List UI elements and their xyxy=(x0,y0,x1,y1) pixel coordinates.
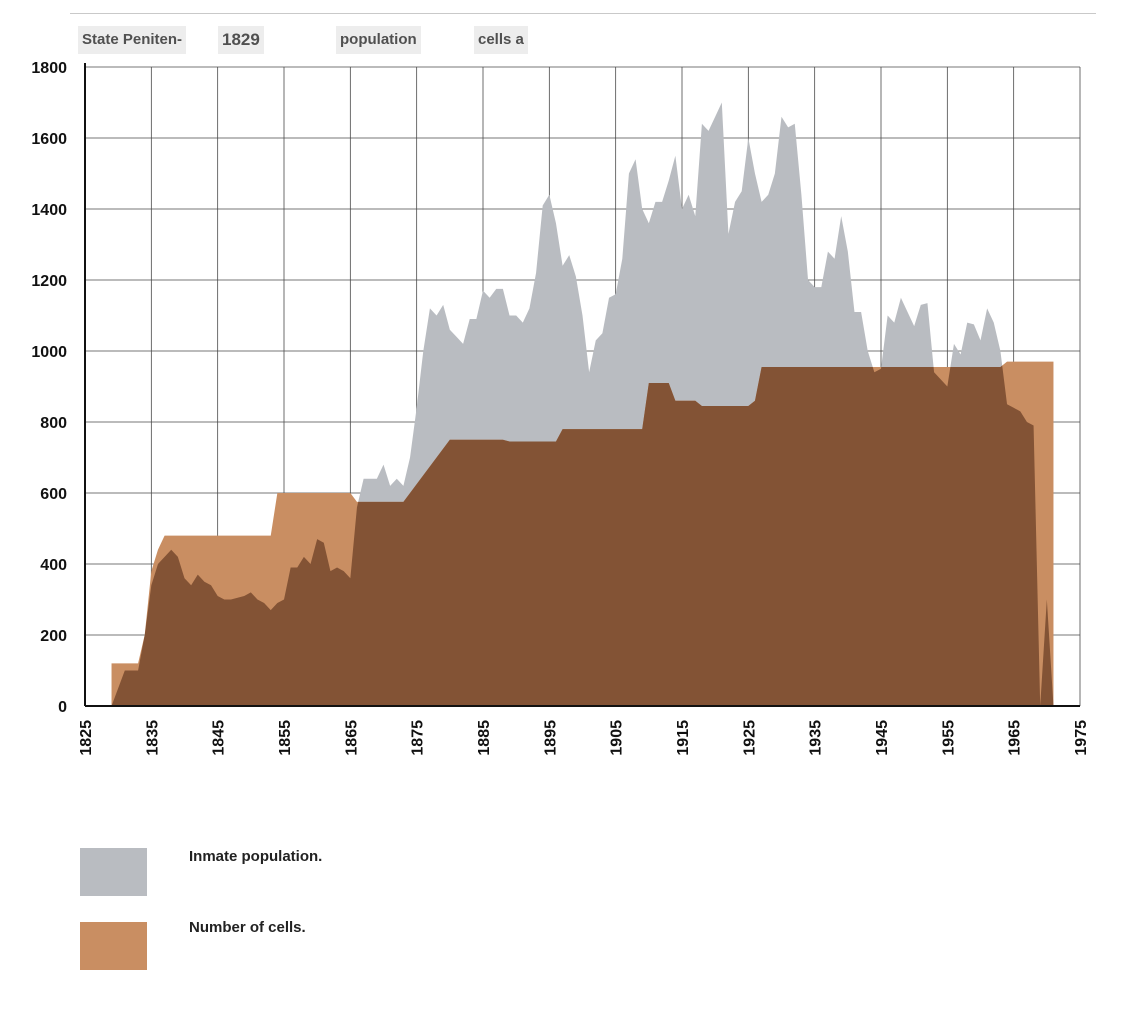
y-tick-label: 1400 xyxy=(31,202,67,219)
x-tick-label: 1975 xyxy=(1073,720,1090,756)
y-tick-label: 1200 xyxy=(31,273,67,290)
x-tick-label: 1915 xyxy=(675,720,692,756)
y-tick-label: 1000 xyxy=(31,344,67,361)
y-tick-label: 1600 xyxy=(31,131,67,148)
legend-label-cells: Number of cells. xyxy=(189,919,306,936)
y-tick-label: 600 xyxy=(40,486,67,503)
caption-fragment-4: cells a xyxy=(474,26,528,54)
x-tick-label: 1865 xyxy=(343,720,360,756)
x-tick-label: 1935 xyxy=(808,720,825,756)
axes xyxy=(84,63,1080,707)
x-tick-label: 1965 xyxy=(1007,720,1024,756)
x-tick-label: 1835 xyxy=(144,720,161,756)
y-tick-label: 800 xyxy=(40,415,67,432)
caption-fragment-1: State Peniten- xyxy=(78,26,187,54)
x-tick-label: 1855 xyxy=(277,720,294,756)
y-tick-label: 1800 xyxy=(31,60,67,77)
x-tick-label: 1825 xyxy=(78,720,95,756)
x-tick-label: 1895 xyxy=(542,720,559,756)
x-tick-label: 1845 xyxy=(211,720,228,756)
x-tick-label: 1955 xyxy=(940,720,957,756)
top-rule xyxy=(70,13,1096,14)
x-tick-label: 1875 xyxy=(410,720,427,756)
legend-label-population: Inmate population. xyxy=(189,848,323,865)
x-tick-label: 1925 xyxy=(741,720,758,756)
caption-fragment-2: 1829 xyxy=(218,26,264,54)
x-tick-labels: 1825 1835 1845 1855 1865 1875 1885 1895 1905 1915… xyxy=(78,720,1090,756)
y-tick-label: 200 xyxy=(40,628,67,645)
legend-swatch-population xyxy=(80,848,147,896)
y-tick-label: 0 xyxy=(58,699,67,716)
y-tick-labels: 0 200 400 600 800 1000 1200 1600 1400 1800 xyxy=(31,60,67,716)
x-tick-label: 1885 xyxy=(476,720,493,756)
x-tick-label: 1905 xyxy=(609,720,626,756)
y-tick-label: 400 xyxy=(40,557,67,574)
x-tick-label: 1945 xyxy=(874,720,891,756)
caption-fragment-3: population xyxy=(336,26,421,54)
legend-swatch-cells xyxy=(80,922,147,970)
